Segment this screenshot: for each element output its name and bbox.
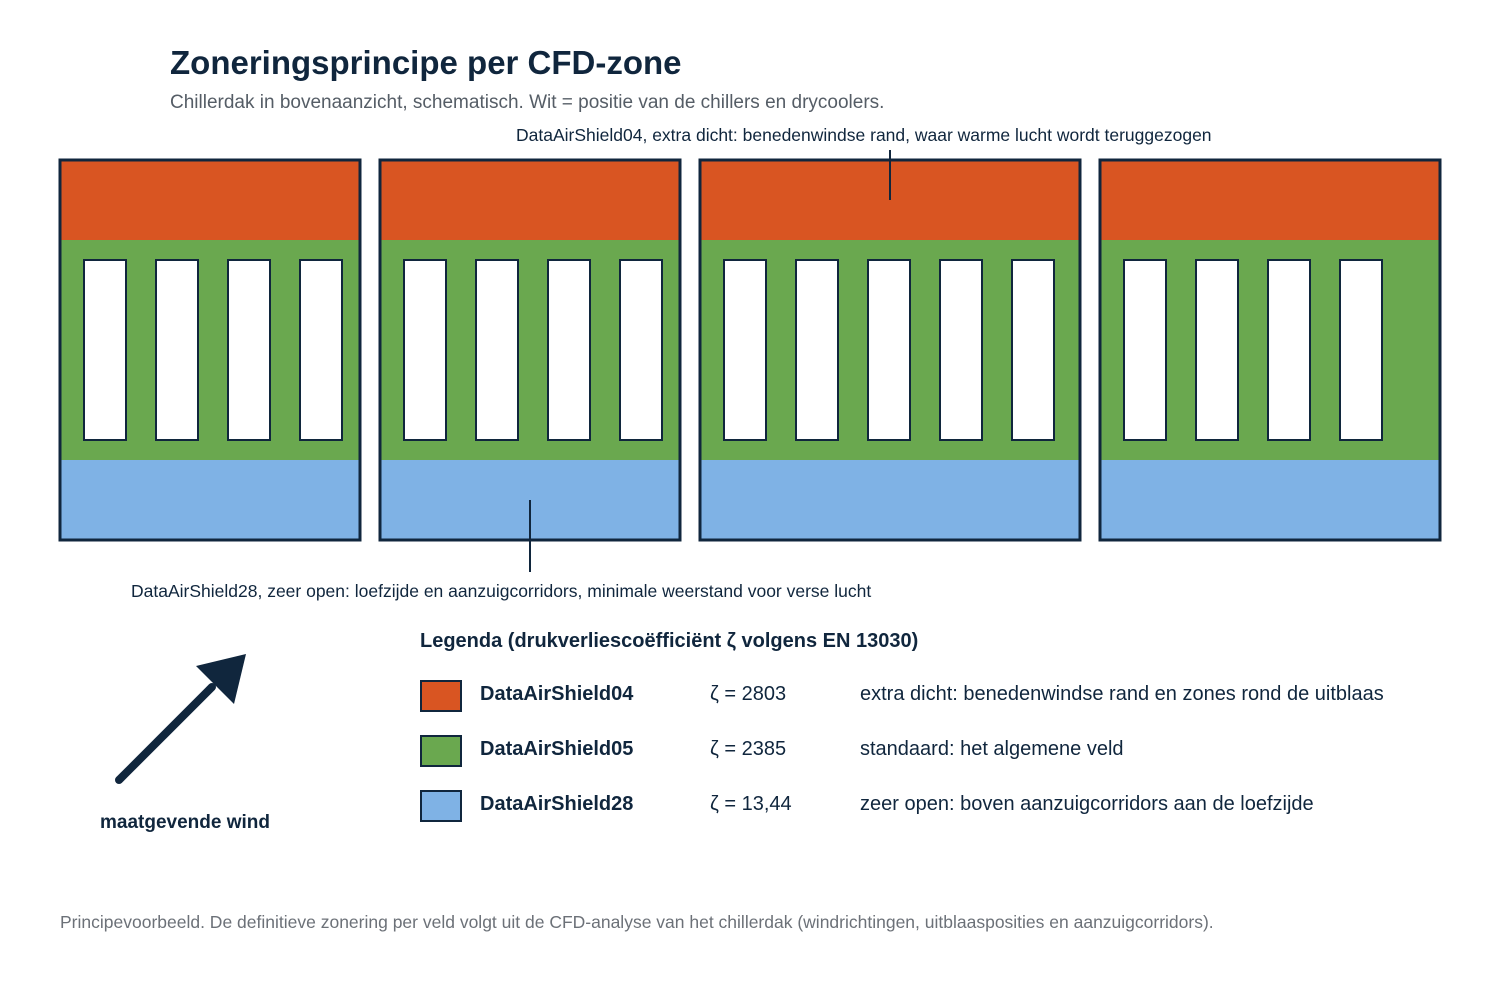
legend-description: zeer open: boven aanzuigcorridors aan de… [860,793,1314,815]
chiller-unit [475,259,519,441]
legend-swatch-dense [420,680,462,712]
chiller-unit [155,259,199,441]
zone-dataairshield04 [60,160,360,240]
chiller-unit [1011,259,1055,441]
legend-description: extra dicht: benedenwindse rand en zones… [860,683,1384,705]
wind-label: maatgevende wind [100,812,270,833]
legend-zeta: ζ = 13,44 [710,793,792,815]
legend-swatch-open [420,790,462,822]
chiller-unit [723,259,767,441]
chiller-unit [227,259,271,441]
chiller-unit [403,259,447,441]
legend-item-dataairshield04: DataAirShield04 ζ = 2803 extra dicht: be… [420,680,1460,712]
roof-block-outline [58,158,362,542]
chiller-unit [619,259,663,441]
chiller-unit [939,259,983,441]
legend-item-dataairshield05: DataAirShield05 ζ = 2385 standaard: het … [420,735,1460,767]
chiller-unit [547,259,591,441]
legend-swatch-standard [420,735,462,767]
chiller-unit [795,259,839,441]
zone-dataairshield28 [700,460,1080,540]
wind-direction-arrow-icon [115,654,246,784]
chiller-unit [867,259,911,441]
legend-zeta: ζ = 2803 [710,683,787,705]
zone-dataairshield28 [1100,460,1440,540]
footnote: Principevoorbeeld. De definitieve zoneri… [60,912,1214,932]
chiller-unit [1195,259,1239,441]
page-subtitle: Chillerdak in bovenaanzicht, schematisch… [170,92,885,113]
zone-dataairshield28 [60,460,360,540]
chiller-unit [1123,259,1167,441]
zone-dataairshield04 [380,160,680,240]
roof-block [1098,158,1442,542]
chiller-unit [299,259,343,441]
chiller-unit [83,259,127,441]
zone-dataairshield04 [1100,160,1440,240]
roof-block [378,158,682,542]
legend-description: standaard: het algemene veld [860,738,1124,760]
legend-name: DataAirShield04 [480,683,634,705]
chiller-unit [1339,259,1383,441]
legend-name: DataAirShield28 [480,793,634,815]
legend-zeta: ζ = 2385 [710,738,787,760]
roof-block [58,158,362,542]
chiller-unit [1267,259,1311,441]
roof-block-outline [1098,158,1442,542]
annotation-open-zone: DataAirShield28, zeer open: loefzijde en… [131,581,872,601]
legend-item-dataairshield28: DataAirShield28 ζ = 13,44 zeer open: bov… [420,790,1460,822]
page-title: Zoneringsprincipe per CFD-zone [170,44,682,81]
annotation-dense-zone: DataAirShield04, extra dicht: benedenwin… [516,125,1212,145]
legend-name: DataAirShield05 [480,738,634,760]
roof-block [698,158,1082,542]
legend-title: Legenda (drukverliescoëfficiënt ζ volgen… [420,630,919,652]
roof-blocks [58,158,1442,542]
